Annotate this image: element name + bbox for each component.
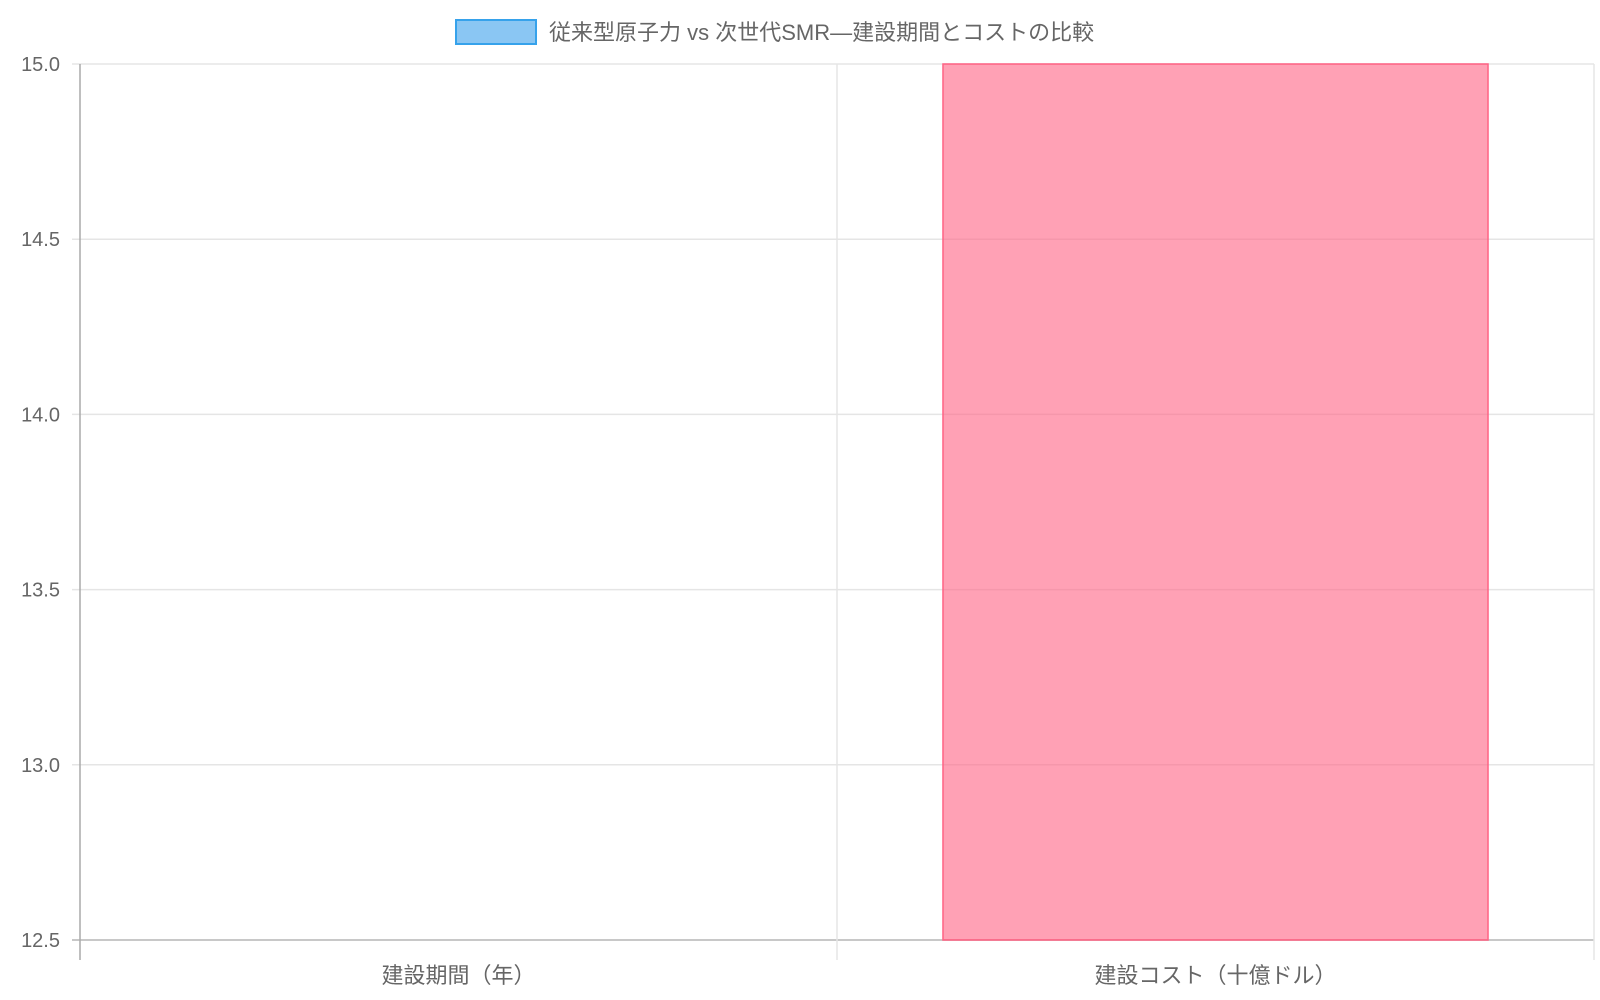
x-axis: 建設期間（年） 建設コスト（十億ドル） xyxy=(381,963,1336,988)
y-axis: 15.0 14.5 14.0 13.5 13.0 12.5 xyxy=(21,54,81,960)
y-tick-label: 13.0 xyxy=(21,755,60,777)
y-tick-label: 13.5 xyxy=(21,580,60,602)
y-tick-label: 15.0 xyxy=(21,54,60,76)
legend[interactable]: 従来型原子力 vs 次世代SMR—建設期間とコストの比較 xyxy=(455,19,1094,45)
bars xyxy=(942,63,1489,941)
y-tick-label: 12.5 xyxy=(21,930,60,952)
legend-swatch xyxy=(455,19,537,45)
bar[interactable] xyxy=(942,63,1489,941)
grid xyxy=(72,63,1595,960)
x-tick-label: 建設期間（年） xyxy=(381,963,535,988)
y-tick-label: 14.0 xyxy=(21,404,60,426)
legend-label: 従来型原子力 vs 次世代SMR—建設期間とコストの比較 xyxy=(549,20,1094,45)
x-tick-label: 建設コスト（十億ドル） xyxy=(1094,963,1336,988)
y-tick-label: 14.5 xyxy=(21,229,60,251)
